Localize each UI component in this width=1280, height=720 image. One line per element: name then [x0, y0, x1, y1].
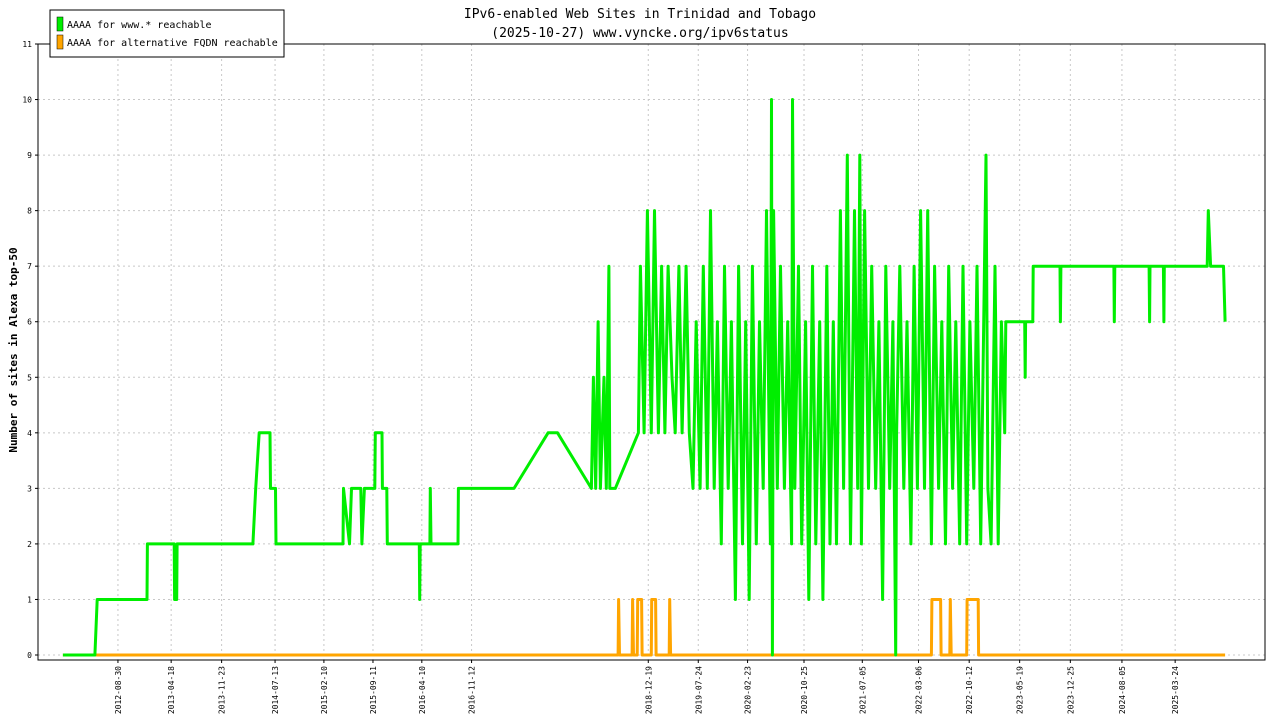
- y-tick-label: 8: [27, 207, 32, 216]
- legend-swatch: [56, 16, 64, 32]
- x-tick-label: 2014-07-13: [271, 666, 280, 714]
- plot-frame: [37, 43, 1266, 661]
- y-tick-label: 5: [27, 373, 32, 382]
- y-tick-label: 7: [27, 262, 32, 271]
- x-tick-label: 2022-03-06: [915, 666, 924, 714]
- x-tick-label: 2016-11-12: [468, 666, 477, 714]
- legend: AAAA for www.* reachable AAAA for alterna…: [49, 9, 285, 58]
- x-tick-label: 2021-07-05: [858, 666, 867, 714]
- x-tick-label: 2015-09-11: [369, 666, 378, 714]
- legend-box: [49, 9, 285, 58]
- y-tick-label: 3: [27, 484, 32, 493]
- y-tick-label: 6: [27, 318, 32, 327]
- x-tick-label: 2024-08-05: [1118, 666, 1127, 714]
- y-tick-label: 1: [27, 595, 32, 604]
- y-tick-label: 10: [22, 96, 32, 105]
- x-tick-label: 2019-07-24: [694, 666, 703, 714]
- x-tick-label: 2023-12-25: [1066, 666, 1075, 714]
- legend-swatch: [56, 34, 64, 50]
- chart-subtitle: (2025-10-27) www.vyncke.org/ipv6status: [491, 26, 788, 41]
- y-tick-label: 4: [27, 429, 32, 438]
- x-tick-label: 2018-12-19: [644, 666, 653, 714]
- x-tick-label: 2020-02-23: [744, 666, 753, 714]
- x-tick-label: 2012-08-30: [114, 666, 123, 714]
- x-tick-label: 2025-03-24: [1171, 666, 1180, 714]
- x-tick-label: 2015-02-10: [320, 666, 329, 714]
- x-tick-label: 2016-04-10: [418, 666, 427, 714]
- x-tick-label: 2013-11-23: [218, 666, 227, 714]
- chart-title: IPv6-enabled Web Sites in Trinidad and T…: [464, 7, 816, 22]
- legend-label: AAAA for alternative FQDN reachable: [67, 38, 278, 49]
- y-tick-label: 9: [27, 151, 32, 160]
- x-tick-label: 2022-10-12: [965, 666, 974, 714]
- x-tick-label: 2013-04-18: [167, 666, 176, 714]
- x-tick-label: 2020-10-25: [800, 666, 809, 714]
- y-tick-label: 11: [22, 40, 32, 49]
- y-tick-label: 2: [27, 540, 32, 549]
- series-line: [62, 598, 1226, 657]
- plot: [62, 98, 1227, 657]
- series-line: [62, 98, 1227, 657]
- legend-label: AAAA for www.* reachable: [67, 20, 212, 31]
- x-tick-label: 2023-05-19: [1016, 666, 1025, 714]
- axes: 0 1 2 3 4 5 6 7 8 9 10 11 2012-08-30 2013-04-18 2013-1…: [22, 40, 1266, 714]
- y-tick-label: 0: [27, 651, 32, 660]
- y-axis-label: Number of sites in Alexa top-50: [7, 247, 20, 452]
